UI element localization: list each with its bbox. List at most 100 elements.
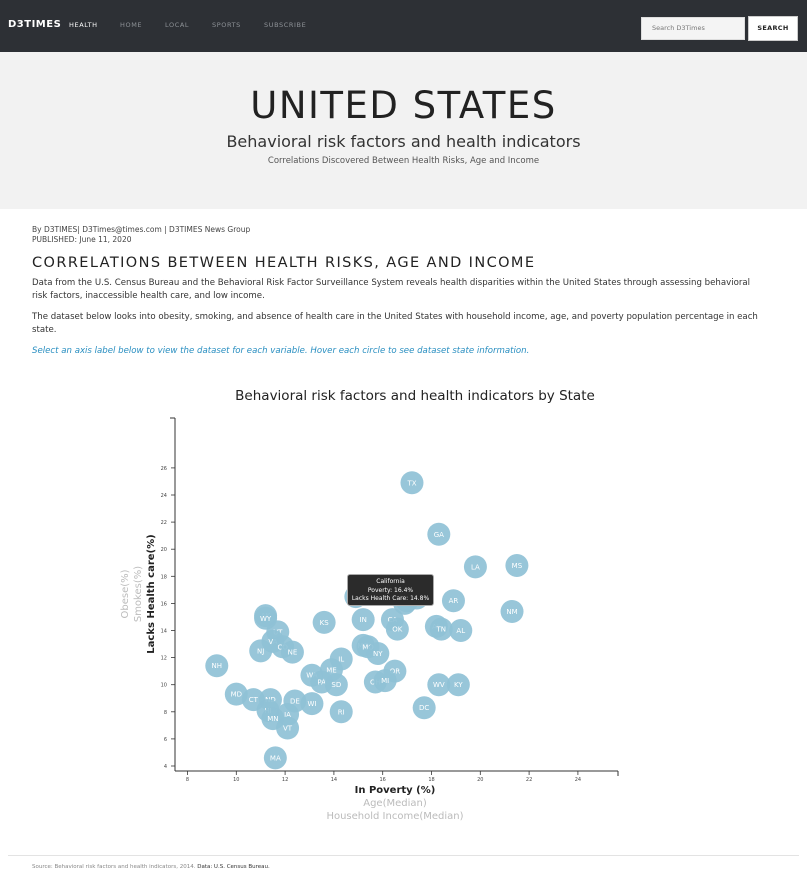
y-tick-label-26: 26 <box>161 466 167 472</box>
tooltip-state: California <box>376 578 405 585</box>
y-tick-label-14: 14 <box>161 629 167 635</box>
state-point-ms-3[interactable] <box>505 553 529 577</box>
state-label-al-20: AL <box>456 627 465 635</box>
state-point-ar-10[interactable] <box>441 589 465 613</box>
state-point-ny-28[interactable] <box>366 642 390 666</box>
author-line: By D3TIMES| D3Times@times.com | D3TIMES … <box>32 225 251 234</box>
state-point-wi-44[interactable] <box>300 692 324 716</box>
state-label-il-29: IL <box>338 655 344 663</box>
state-label-tn-19: TN <box>436 626 447 634</box>
y-axis-label-0[interactable]: Lacks Health care(%) <box>146 534 157 653</box>
x-tick-label-18: 18 <box>428 777 434 783</box>
y-axis-label-2[interactable]: Obese(%) <box>120 569 131 618</box>
x-tick-label-8: 8 <box>186 777 189 783</box>
tooltip-healthcare: Lacks Health Care: 14.8% <box>351 595 430 602</box>
state-label-vt-50: VT <box>283 725 293 733</box>
hero-tagline: Correlations Discovered Between Health R… <box>267 156 540 166</box>
y-tick-label-22: 22 <box>161 520 167 526</box>
state-label-dc-48: DC <box>419 704 429 712</box>
footer-divider <box>8 855 799 856</box>
state-point-ne-25[interactable] <box>280 640 304 664</box>
state-label-la-2: LA <box>471 563 480 571</box>
state-point-nm-11[interactable] <box>500 600 524 624</box>
hero-subtitle: Behavioral risk factors and health indic… <box>226 132 581 151</box>
state-label-me-33: ME <box>326 666 336 674</box>
nav-home[interactable]: HOME <box>120 21 143 29</box>
nav-sports[interactable]: SPORTS <box>212 21 241 29</box>
nav-subscribe[interactable]: SUBSCRIBE <box>264 21 307 29</box>
hero-banner: UNITED STATES Behavioral risk factors an… <box>0 52 807 209</box>
x-axis-label-1[interactable]: Age(Median) <box>363 798 427 809</box>
state-label-mn-49: MN <box>267 715 278 723</box>
paragraph-1-line-1: Data from the U.S. Census Bureau and the… <box>32 278 751 288</box>
hero-title: UNITED STATES <box>250 84 557 127</box>
state-point-vt-50[interactable] <box>276 716 300 740</box>
paragraph-2-line-2: state. <box>32 325 57 335</box>
byline: By D3TIMES| D3Times@times.com | D3TIMES … <box>32 225 250 245</box>
search-input[interactable]: Search D3Times <box>641 17 745 40</box>
x-tick-label-12: 12 <box>282 777 288 783</box>
state-point-al-20[interactable] <box>449 619 473 642</box>
scatter-chart: 8 10 12 14 16 18 20 22 24 4 6 8 10 12 14 16 18 20 22 24 26 TX… <box>120 417 619 822</box>
state-label-ma-51: MA <box>270 754 281 762</box>
state-point-ok-17[interactable] <box>385 617 409 641</box>
state-point-ky-39[interactable] <box>446 673 470 697</box>
state-label-in-15: IN <box>360 616 367 624</box>
x-tick-label-24: 24 <box>575 777 581 783</box>
state-label-nj-24: NJ <box>257 647 264 655</box>
state-label-or-31: OR <box>390 668 401 676</box>
footer-source: Source: Behavioral risk factors and heal… <box>32 864 196 870</box>
x-tick-label-16: 16 <box>380 777 386 783</box>
state-point-ma-51[interactable] <box>263 746 287 770</box>
state-label-sd-35: SD <box>331 681 341 689</box>
nav-local[interactable]: LOCAL <box>165 21 190 29</box>
state-point-wv-38[interactable] <box>427 673 451 697</box>
x-axis-label-2[interactable]: Household Income(Median) <box>326 811 463 822</box>
search-button[interactable]: SEARCH <box>748 16 798 41</box>
state-label-ms-3: MS <box>512 562 523 570</box>
state-label-tx-0: TX <box>406 479 416 487</box>
state-point-sd-35[interactable] <box>324 673 348 697</box>
state-label-ga-1: GA <box>434 531 444 539</box>
x-tick-label-20: 20 <box>477 777 483 783</box>
nav-health[interactable]: HEALTH <box>69 21 98 29</box>
state-point-mi-37[interactable] <box>373 669 397 693</box>
brand-logo[interactable]: D3TIMES <box>8 19 62 30</box>
state-label-ar-10: AR <box>449 597 459 605</box>
state-point-la-2[interactable] <box>463 555 487 579</box>
paragraph-1: Data from the U.S. Census Bureau and the… <box>32 277 777 303</box>
state-label-nm-11: NM <box>506 608 517 616</box>
state-label-wa-32: WA <box>306 672 318 680</box>
paragraph-2-line-1: The dataset below looks into obesity, sm… <box>32 312 758 322</box>
state-point-dc-48[interactable] <box>412 696 436 720</box>
x-axis-label-0[interactable]: In Poverty (%) <box>355 785 436 796</box>
y-axis-label-1[interactable]: Smokes(%) <box>133 566 144 622</box>
x-tick-label-14: 14 <box>331 777 337 783</box>
state-tooltip: California Poverty: 16.4% Lacks Health C… <box>347 574 434 606</box>
state-label-wi-44: WI <box>307 700 316 708</box>
y-tick-label-24: 24 <box>161 493 167 499</box>
paragraph-2: The dataset below looks into obesity, sm… <box>32 311 777 337</box>
y-tick-label-20: 20 <box>161 547 167 553</box>
state-point-tn-19[interactable] <box>429 617 453 641</box>
state-point-ga-1[interactable] <box>427 522 451 546</box>
state-label-ct-41: CT <box>249 696 259 704</box>
published-date: PUBLISHED: June 11, 2020 <box>32 235 132 244</box>
state-point-ks-14[interactable] <box>312 610 336 634</box>
state-point-nh-30[interactable] <box>205 654 229 678</box>
y-tick-label-18: 18 <box>161 574 167 580</box>
state-label-de-43: DE <box>290 697 300 705</box>
state-label-ri-47: RI <box>338 708 345 716</box>
state-point-ri-47[interactable] <box>329 700 353 724</box>
state-label-mi-37: MI <box>381 677 389 685</box>
state-label-ny-28: NY <box>373 650 383 658</box>
state-label-ks-14: KS <box>320 619 330 627</box>
state-label-ok-17: OK <box>392 626 403 634</box>
state-point-nj-24[interactable] <box>249 639 273 663</box>
paragraph-1-line-2: risk factors, inaccessible health care, … <box>32 291 265 301</box>
state-point-in-15[interactable] <box>351 608 375 632</box>
y-tick-label-16: 16 <box>161 601 167 607</box>
y-tick-label-6: 6 <box>164 737 167 743</box>
state-point-tx-0[interactable] <box>400 471 424 495</box>
state-label-wy-13: WY <box>260 615 272 623</box>
